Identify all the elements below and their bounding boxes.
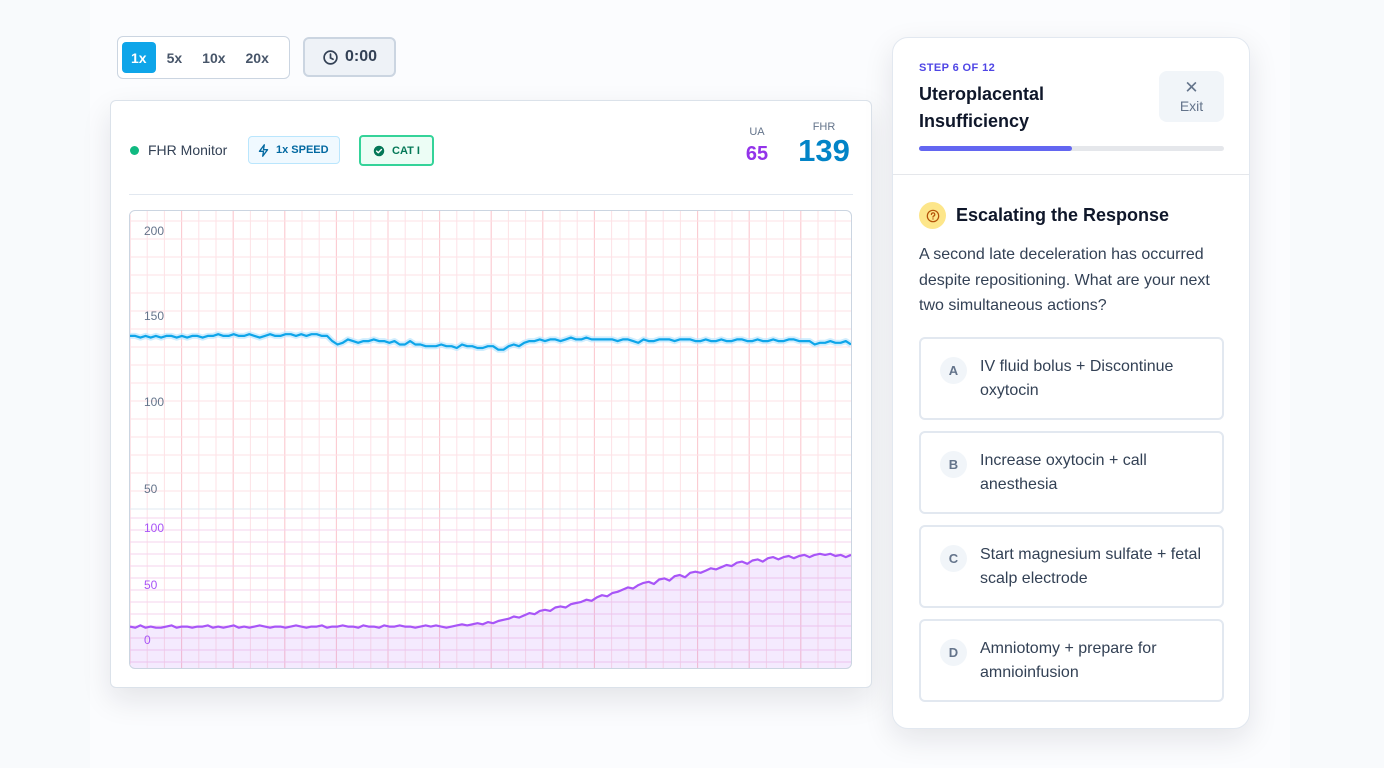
- monitor-header: FHR Monitor 1x SPEED CAT I UA 65 FHR 139: [129, 121, 853, 195]
- ua-value: 65: [745, 143, 769, 165]
- progress-bar: [919, 146, 1224, 151]
- ua-readout: UA 65: [742, 126, 772, 166]
- scenario-panel: STEP 6 OF 12 Uteroplacental Insufficienc…: [892, 37, 1250, 729]
- option-letter: B: [940, 451, 967, 478]
- y-tick-label: 100: [144, 395, 164, 409]
- ua-label: UA: [749, 126, 765, 138]
- question-title: Escalating the Response: [956, 205, 1170, 225]
- fhr-readout: FHR 139: [791, 121, 857, 169]
- fhr-value: 139: [798, 133, 850, 168]
- step-indicator: STEP 6 OF 12: [919, 62, 996, 74]
- ctg-chart: 200 150 100 50 100 50 0: [129, 210, 852, 669]
- check-circle-icon: [373, 145, 385, 156]
- option-text: Amniotomy + prepare for amnioinfusion: [980, 640, 1157, 681]
- elapsed-timer[interactable]: 0:00: [303, 37, 396, 77]
- ua-trace: [130, 552, 851, 629]
- option-letter: D: [940, 639, 967, 666]
- y-tick-label: 50: [144, 482, 158, 496]
- ua-area: [130, 553, 851, 668]
- exit-button[interactable]: ✕ Exit: [1159, 71, 1224, 122]
- y-tick-label: 0: [144, 633, 151, 647]
- speed-5x-button[interactable]: 5x: [166, 49, 183, 66]
- status-dot: [130, 146, 139, 155]
- scenario-title: Uteroplacental Insufficiency: [919, 84, 1045, 131]
- speed-1x-button[interactable]: 1x: [122, 42, 156, 73]
- divider: [893, 174, 1249, 175]
- exit-label: Exit: [1179, 98, 1204, 114]
- ctg-chart-svg: 200 150 100 50 100 50 0: [130, 211, 851, 668]
- speed-20x-button[interactable]: 20x: [245, 49, 269, 66]
- fhr-monitor-card: FHR Monitor 1x SPEED CAT I UA 65 FHR 139…: [110, 100, 872, 688]
- option-text: Increase oxytocin + call anesthesia: [980, 452, 1147, 493]
- clock-icon: [323, 49, 338, 65]
- answer-option-c[interactable]: C Start magnesium sulfate + fetal scalp …: [919, 525, 1224, 608]
- monitor-title: FHR Monitor: [148, 142, 228, 158]
- y-tick-label: 200: [144, 224, 164, 238]
- playback-speed-selector: 1x 5x 10x 20x: [117, 36, 290, 79]
- category-badge: CAT I: [359, 135, 434, 166]
- answer-option-b[interactable]: B Increase oxytocin + call anesthesia: [919, 431, 1224, 514]
- y-tick-label: 100: [144, 521, 164, 535]
- speed-badge: 1x SPEED: [248, 136, 340, 164]
- speed-badge-label: 1x SPEED: [276, 144, 329, 156]
- option-text: IV fluid bolus + Discontinue oxytocin: [980, 358, 1174, 399]
- lightning-icon: [258, 143, 269, 157]
- fhr-label: FHR: [812, 121, 836, 133]
- y-tick-label: 50: [144, 578, 158, 592]
- progress-fill: [919, 146, 1072, 151]
- category-badge-label: CAT I: [392, 144, 420, 157]
- close-icon: ✕: [1184, 78, 1199, 97]
- speed-10x-button[interactable]: 10x: [202, 49, 226, 66]
- option-text: Start magnesium sulfate + fetal scalp el…: [980, 546, 1201, 587]
- option-letter: C: [940, 545, 967, 572]
- question-header: Escalating the Response: [919, 202, 1169, 229]
- fhr-trace: [130, 333, 851, 351]
- answer-option-d[interactable]: D Amniotomy + prepare for amnioinfusion: [919, 619, 1224, 702]
- question-text: A second late deceleration has occurred …: [919, 246, 1210, 314]
- option-letter: A: [940, 357, 967, 384]
- y-tick-label: 150: [144, 309, 164, 323]
- timer-value: 0:00: [344, 48, 378, 65]
- answer-option-a[interactable]: A IV fluid bolus + Discontinue oxytocin: [919, 337, 1224, 420]
- question-icon: [919, 202, 946, 229]
